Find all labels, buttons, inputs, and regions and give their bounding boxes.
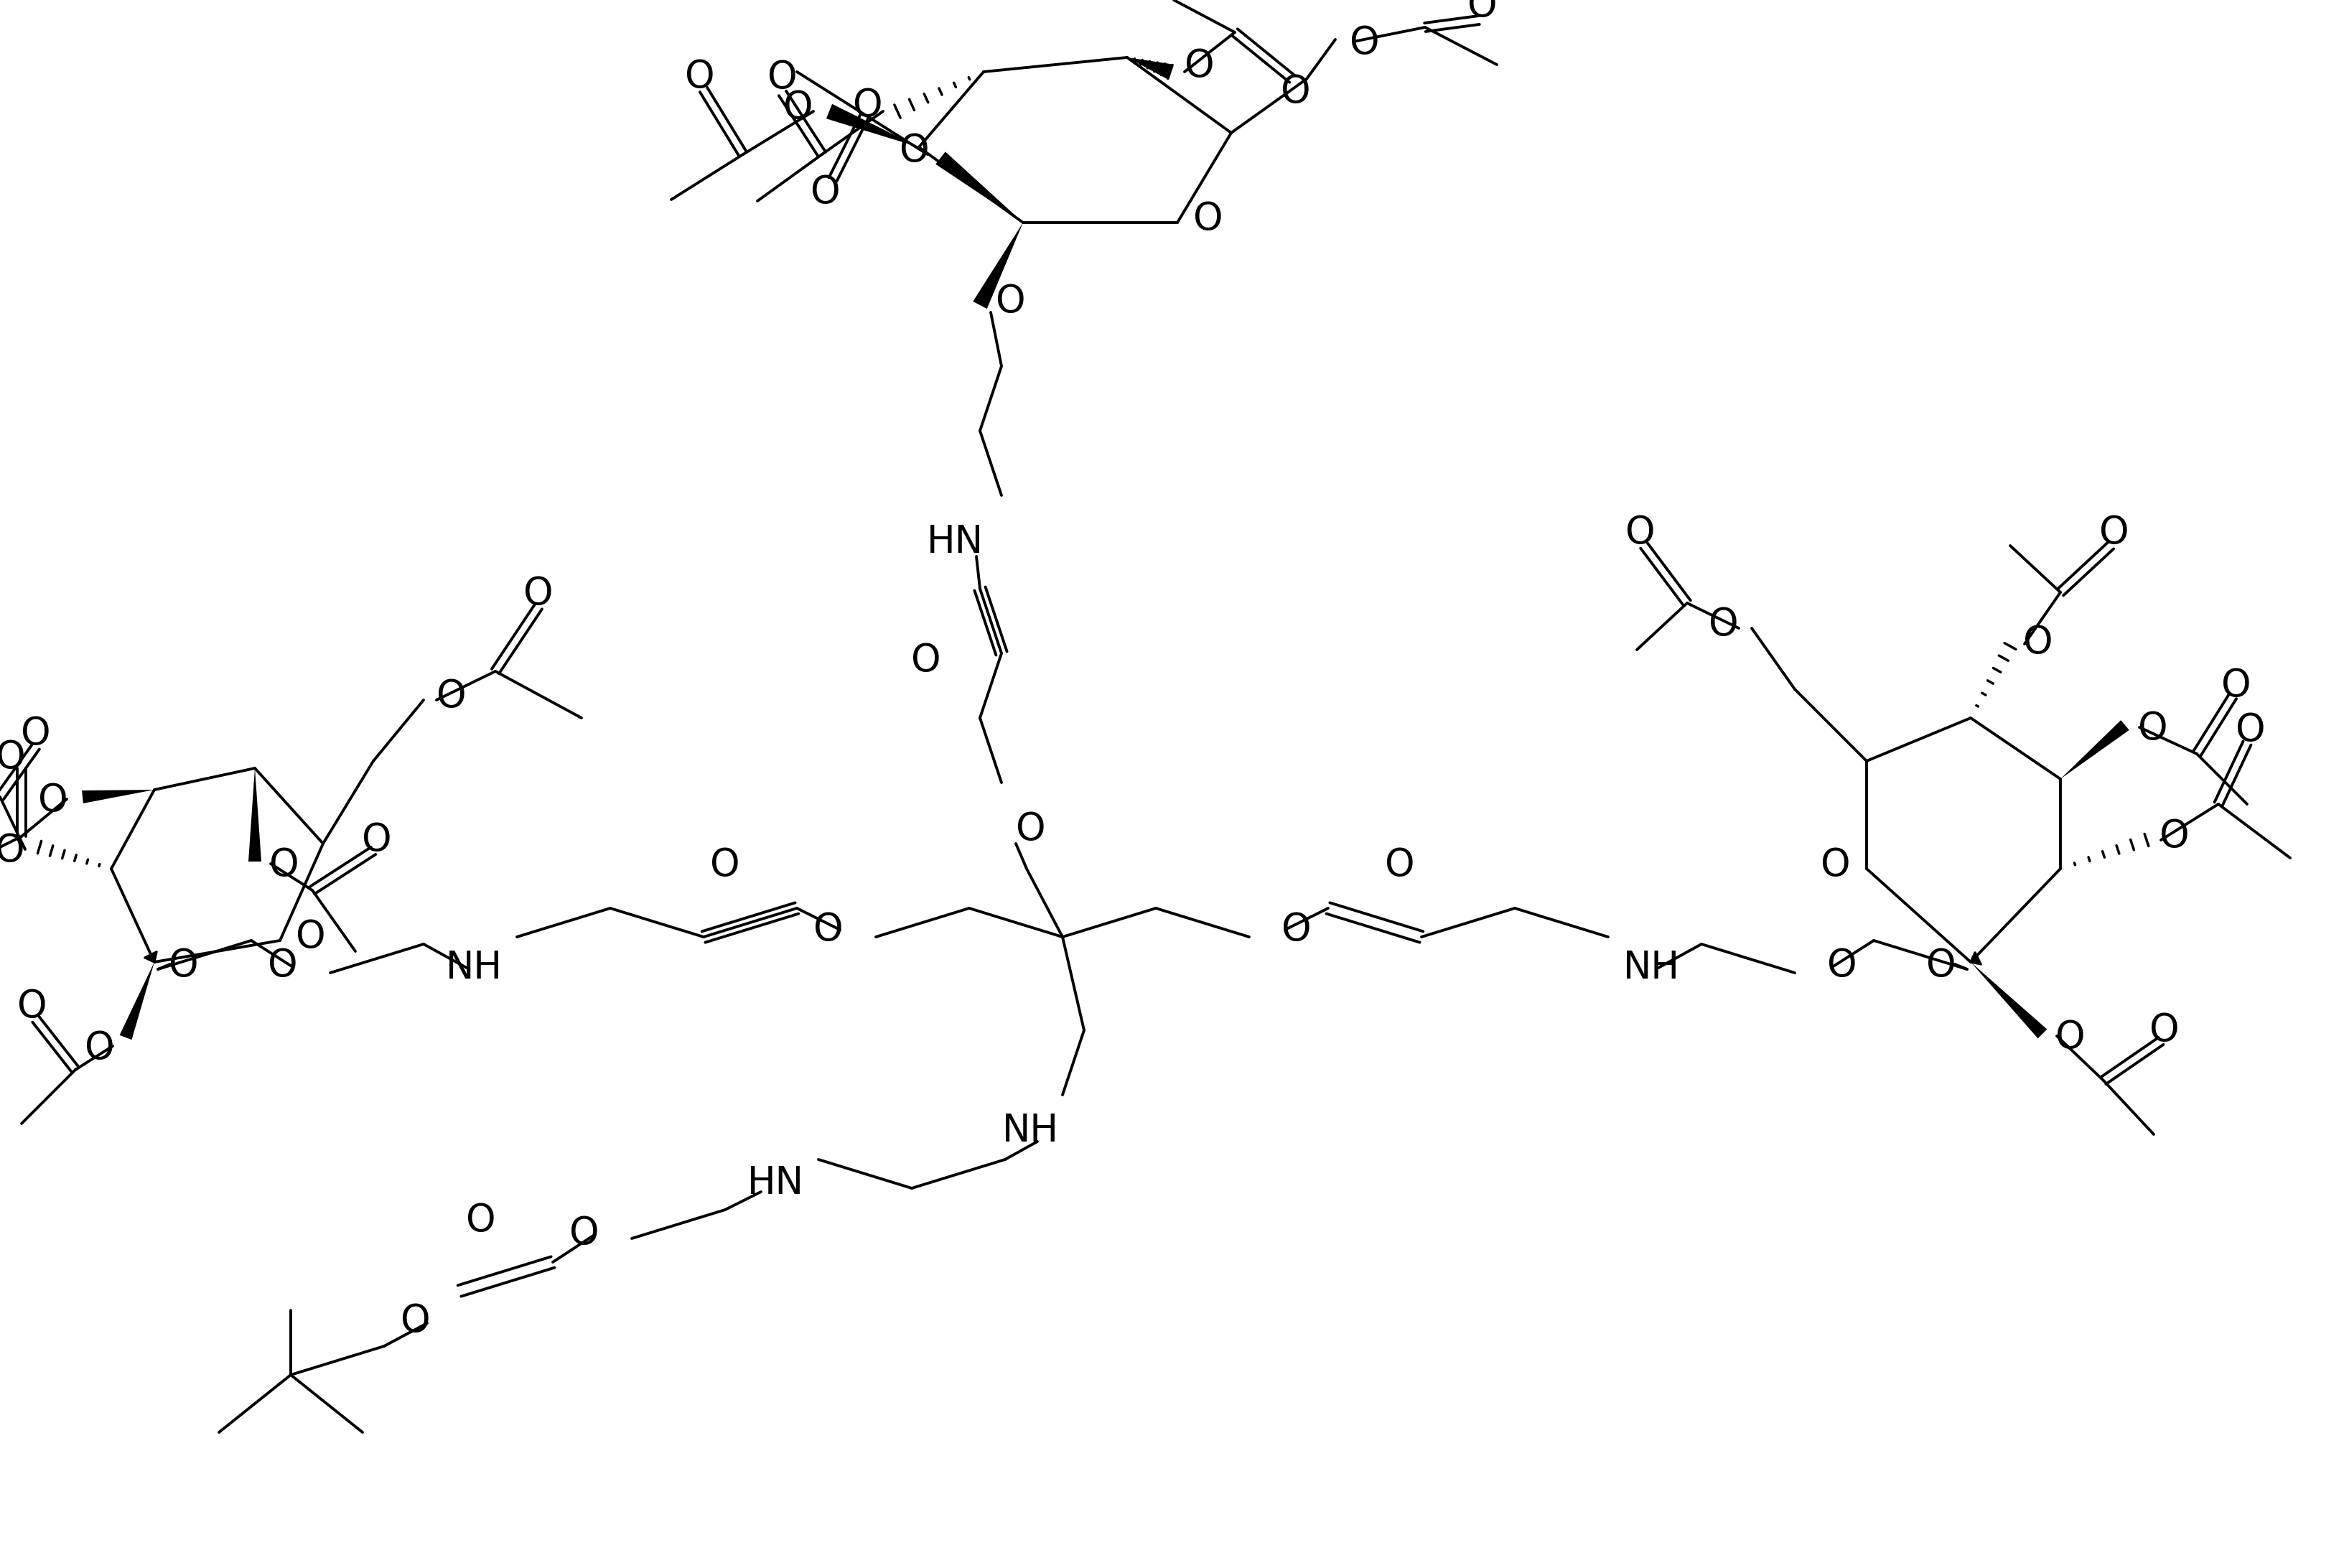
Text: O: O [2220, 666, 2250, 704]
Text: O: O [436, 677, 466, 715]
Text: O: O [684, 58, 715, 96]
Text: O: O [2056, 1019, 2084, 1057]
Text: O: O [1624, 514, 1655, 552]
Text: O: O [570, 1215, 600, 1253]
Text: O: O [2236, 712, 2264, 750]
Text: O: O [295, 919, 326, 955]
Text: O: O [0, 739, 26, 776]
Text: O: O [2149, 1011, 2180, 1049]
Text: O: O [1193, 201, 1224, 238]
Text: O: O [21, 715, 52, 753]
Text: O: O [766, 60, 797, 96]
Text: O: O [1821, 847, 1849, 884]
Text: O: O [1927, 947, 1955, 985]
Text: O: O [996, 282, 1024, 320]
Text: NH: NH [1622, 949, 1678, 986]
Text: O: O [811, 174, 839, 212]
Polygon shape [825, 103, 919, 147]
Text: O: O [2138, 710, 2168, 748]
Text: O: O [1282, 911, 1310, 949]
Text: O: O [1826, 947, 1856, 985]
Text: O: O [1280, 74, 1310, 111]
Polygon shape [1969, 963, 2046, 1038]
Text: O: O [2159, 818, 2189, 855]
Text: O: O [1184, 47, 1214, 85]
Text: O: O [2023, 624, 2053, 662]
Text: HN: HN [926, 524, 982, 561]
Text: O: O [38, 782, 68, 818]
Text: O: O [813, 911, 844, 949]
Polygon shape [248, 768, 260, 861]
Polygon shape [1127, 58, 1172, 80]
Polygon shape [82, 790, 155, 803]
Text: O: O [523, 575, 553, 613]
Polygon shape [120, 963, 155, 1040]
Text: O: O [84, 1030, 115, 1066]
Text: O: O [783, 89, 813, 127]
Text: O: O [853, 86, 884, 124]
Text: O: O [270, 847, 300, 884]
Polygon shape [935, 152, 1022, 223]
Text: O: O [267, 947, 298, 985]
Text: O: O [710, 847, 741, 884]
Text: NH: NH [1001, 1112, 1057, 1149]
Text: O: O [466, 1201, 497, 1239]
Text: O: O [900, 132, 931, 169]
Text: O: O [2098, 514, 2128, 552]
Text: O: O [1467, 0, 1498, 25]
Text: O: O [1385, 847, 1413, 884]
Text: HN: HN [748, 1165, 804, 1201]
Text: O: O [169, 947, 199, 985]
Text: NH: NH [445, 949, 502, 986]
Text: O: O [1015, 811, 1045, 848]
Polygon shape [2060, 720, 2128, 779]
Text: O: O [16, 988, 47, 1025]
Text: O: O [401, 1303, 431, 1339]
Text: O: O [1709, 605, 1739, 643]
Text: O: O [361, 822, 391, 859]
Text: O: O [0, 833, 26, 869]
Text: O: O [1350, 25, 1378, 61]
Text: O: O [912, 641, 940, 679]
Polygon shape [973, 223, 1022, 309]
